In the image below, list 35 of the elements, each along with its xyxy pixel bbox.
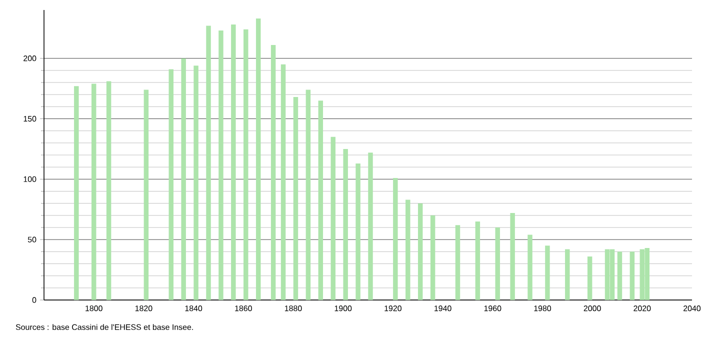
bar (330, 136, 336, 300)
bar (168, 69, 174, 300)
bar (218, 30, 224, 300)
bar (280, 64, 286, 300)
bar (406, 200, 410, 300)
bar (244, 29, 248, 300)
bar (418, 203, 423, 300)
bar (455, 225, 460, 300)
bar (231, 24, 236, 300)
bar (144, 90, 149, 300)
bar (318, 100, 324, 300)
bar (475, 221, 480, 300)
bar (528, 234, 532, 300)
bar (194, 66, 198, 300)
bar (91, 84, 96, 300)
bar (617, 252, 622, 300)
bar (430, 215, 436, 300)
bar (587, 256, 592, 300)
bar (565, 249, 570, 300)
bar (630, 252, 635, 300)
bar (270, 45, 276, 300)
bar (106, 81, 112, 300)
bar (343, 148, 348, 300)
bar (368, 152, 373, 300)
bar (206, 26, 211, 300)
bar (293, 97, 298, 300)
bar (393, 178, 398, 300)
bar (74, 86, 79, 300)
bar (495, 228, 500, 300)
bar (545, 246, 550, 300)
bar (356, 163, 360, 300)
bar (510, 213, 515, 300)
bar (256, 18, 261, 300)
bar (181, 58, 186, 300)
bar (306, 90, 311, 300)
